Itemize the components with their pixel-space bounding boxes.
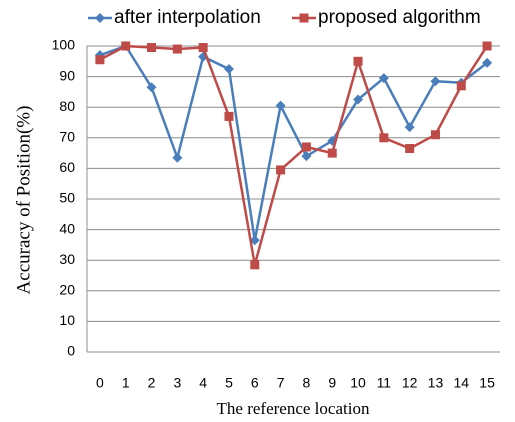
marker bbox=[379, 133, 389, 143]
marker bbox=[301, 151, 312, 162]
x-tick-label: 0 bbox=[96, 375, 104, 391]
y-tick-label: 40 bbox=[59, 220, 75, 236]
series-line bbox=[99, 44, 489, 266]
y-tick-label: 20 bbox=[59, 282, 75, 298]
x-tick-label: 3 bbox=[173, 375, 181, 391]
x-tick-label: 7 bbox=[277, 375, 285, 391]
y-tick-label: 80 bbox=[59, 98, 75, 114]
marker bbox=[121, 41, 131, 51]
marker bbox=[430, 76, 441, 87]
series-line bbox=[99, 44, 488, 241]
y-tick-label: 90 bbox=[59, 67, 75, 83]
x-tick-label: 9 bbox=[328, 375, 336, 391]
marker bbox=[172, 152, 183, 163]
x-tick-label: 12 bbox=[402, 375, 418, 391]
y-tick-label: 60 bbox=[59, 159, 75, 175]
x-tick-label: 8 bbox=[303, 375, 311, 391]
marker bbox=[95, 13, 105, 23]
y-axis-title: Accuracy of Position(%) bbox=[13, 106, 34, 295]
marker bbox=[353, 56, 363, 66]
legend-label: after interpolation bbox=[114, 7, 261, 28]
marker bbox=[95, 55, 105, 65]
marker bbox=[456, 81, 466, 91]
x-tick-label: 13 bbox=[428, 375, 444, 391]
marker bbox=[378, 73, 389, 84]
y-tick-label: 50 bbox=[59, 190, 75, 206]
marker bbox=[301, 142, 311, 152]
marker bbox=[223, 63, 234, 74]
marker bbox=[404, 122, 415, 133]
marker bbox=[249, 235, 260, 246]
y-tick-label: 0 bbox=[67, 343, 75, 359]
y-tick-label: 70 bbox=[59, 129, 75, 145]
marker bbox=[198, 43, 208, 53]
x-tick-label: 14 bbox=[453, 375, 469, 391]
legend-label: proposed algorithm bbox=[318, 7, 481, 28]
y-tick-label: 100 bbox=[52, 37, 76, 53]
x-tick-label: 15 bbox=[479, 375, 495, 391]
x-tick-label: 4 bbox=[199, 375, 207, 391]
marker bbox=[327, 148, 337, 158]
marker bbox=[147, 43, 157, 53]
marker bbox=[275, 100, 286, 111]
y-tick-label: 30 bbox=[59, 251, 75, 267]
marker bbox=[299, 13, 309, 23]
marker bbox=[482, 57, 493, 68]
x-tick-label: 10 bbox=[350, 375, 366, 391]
x-axis-title: The reference location bbox=[217, 399, 370, 418]
x-tick-label: 11 bbox=[377, 375, 392, 391]
y-tick-label: 10 bbox=[59, 312, 75, 328]
x-tick-label: 5 bbox=[225, 375, 233, 391]
x-tick-label: 2 bbox=[148, 375, 156, 391]
marker bbox=[250, 260, 260, 270]
marker bbox=[172, 44, 182, 54]
marker bbox=[482, 41, 492, 51]
marker bbox=[430, 130, 440, 140]
marker bbox=[353, 94, 364, 105]
x-tick-label: 1 bbox=[122, 375, 130, 391]
x-tick-label: 6 bbox=[251, 375, 259, 391]
marker bbox=[405, 144, 415, 154]
marker bbox=[224, 111, 234, 121]
marker bbox=[146, 82, 157, 93]
marker bbox=[276, 165, 286, 175]
